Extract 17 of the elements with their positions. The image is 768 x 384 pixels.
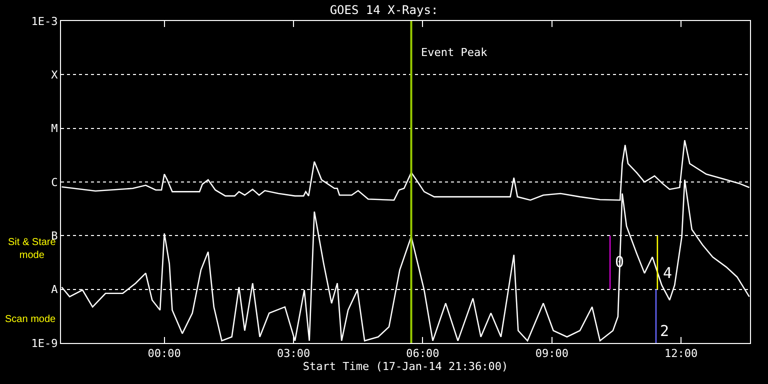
annotation: 2 xyxy=(660,322,670,340)
x-tick-label: 06:00 xyxy=(406,347,440,360)
x-tick-label: 00:00 xyxy=(148,347,181,360)
x-tick-label: 03:00 xyxy=(276,347,310,360)
x-axis-title: Start Time (17-Jan-14 21:36:00) xyxy=(302,360,508,374)
x-tick-label: 09:00 xyxy=(535,347,568,360)
ref-line-label: Event Peak xyxy=(421,46,488,59)
y-tick-label: A xyxy=(51,283,58,296)
y-tick-label: 1E-9 xyxy=(31,336,58,350)
y-tick-label: C xyxy=(51,176,58,189)
annotation: 4 xyxy=(663,264,672,282)
text: Scan mode xyxy=(5,314,56,325)
y-tick-label: 1E-3 xyxy=(31,14,58,28)
x-tick-label: 12:00 xyxy=(664,347,698,360)
y-tick-label: X xyxy=(51,68,58,82)
chart-title: GOES 14 X-Rays: xyxy=(330,3,438,18)
y-tick-label: M xyxy=(51,122,58,136)
